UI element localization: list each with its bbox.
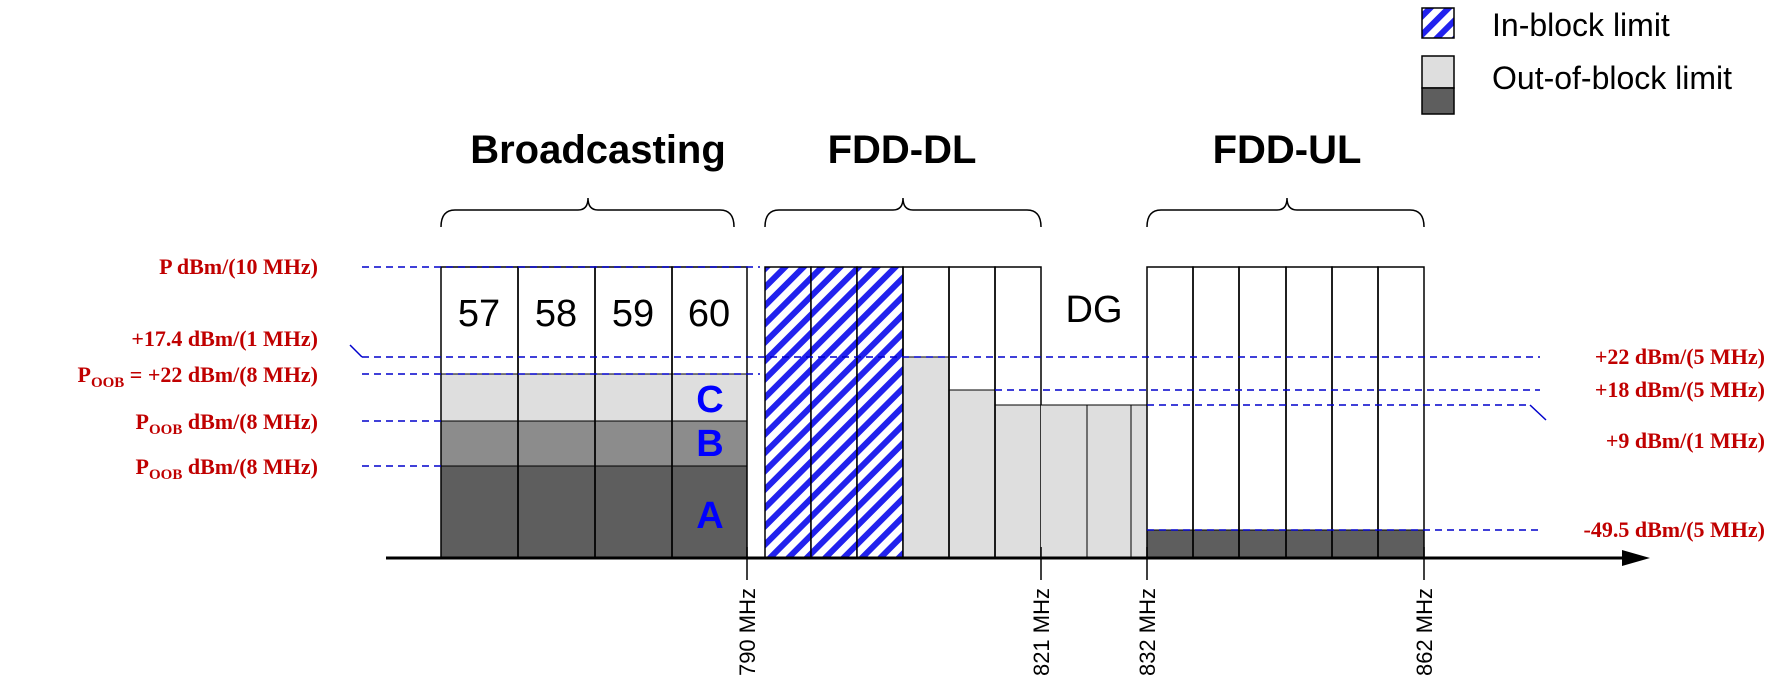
block-letter-c: C [696, 379, 723, 421]
dl-oob-cell-4-fill [903, 357, 949, 558]
oob-region-a [441, 466, 747, 558]
channel-label-58: 58 [535, 293, 577, 335]
ul-cell-3 [1238, 266, 1287, 559]
ul-cell-6 [1377, 266, 1425, 559]
channel-label-57: 57 [458, 293, 500, 335]
label-poob-b-subscript: OOB [149, 422, 182, 438]
ul-cell-4 [1285, 266, 1333, 559]
section-title-broadcasting: Broadcasting [470, 128, 726, 172]
legend: In-block limit Out-of-block limit [1421, 7, 1732, 115]
section-title-fdd-dl: FDD-DL [828, 128, 977, 172]
brace-fdd-ul [1146, 197, 1425, 228]
block-letter-a: A [696, 495, 723, 537]
frequency-axis: 790 MHz 821 MHz 832 MHz 862 MHz [386, 547, 1650, 676]
brace-fdd-dl [764, 197, 1042, 228]
duplex-gap-fill [1041, 405, 1147, 558]
legend-out-of-block-swatch-light [1421, 55, 1455, 89]
label-poob-b-symbol: P [136, 409, 149, 434]
tick-label-832: 832 MHz [1135, 588, 1160, 676]
dl-oob-cell-6-fill [995, 405, 1041, 558]
legend-out-of-block-label: Out-of-block limit [1492, 60, 1732, 96]
label-plus-18: +18 dBm/(5 MHz) [1595, 377, 1765, 402]
ul-cell-5 [1331, 266, 1379, 559]
label-poob-22-symbol: P [77, 362, 90, 387]
block-letter-b: B [696, 423, 723, 465]
label-plus-9: +9 dBm/(1 MHz) [1606, 428, 1765, 453]
label-minus-49-5: -49.5 dBm/(5 MHz) [1584, 517, 1765, 542]
label-poob-b-text: dBm/(8 MHz) [182, 409, 318, 434]
duplex-gap-label: DG [1066, 289, 1123, 331]
label-poob-22: POOB = +22 dBm/(8 MHz) [77, 362, 318, 391]
label-p-10mhz: P dBm/(10 MHz) [159, 254, 318, 279]
channel-label-60: 60 [688, 293, 730, 335]
oob-region-b [441, 421, 747, 466]
ul-cell-2 [1192, 266, 1240, 559]
label-poob-a-symbol: P [136, 454, 149, 479]
label-poob-22-text: = +22 dBm/(8 MHz) [124, 362, 318, 387]
label-poob-a-text: dBm/(8 MHz) [182, 454, 318, 479]
in-block-cell-2 [810, 266, 858, 559]
label-poob-a-subscript: OOB [149, 467, 182, 483]
fdd-dl-band [764, 266, 1042, 559]
channel-label-59: 59 [612, 293, 654, 335]
legend-in-block-swatch [1421, 7, 1455, 39]
legend-in-block-label: In-block limit [1492, 7, 1670, 43]
leader-plus-9 [1529, 404, 1547, 421]
tick-label-790: 790 MHz [735, 588, 760, 676]
broadcasting-band: 57 58 59 60 C B A [440, 266, 748, 559]
label-poob-b: POOB dBm/(8 MHz) [136, 409, 318, 438]
label-plus-17-4: +17.4 dBm/(1 MHz) [131, 326, 318, 351]
axis-arrow-head [1622, 550, 1650, 566]
section-title-fdd-ul: FDD-UL [1213, 128, 1362, 172]
label-plus-22: +22 dBm/(5 MHz) [1595, 344, 1765, 369]
in-block-cell-1 [764, 266, 812, 559]
brace-broadcasting [440, 197, 735, 228]
legend-out-of-block-swatch-dark [1421, 87, 1455, 115]
tick-label-862: 862 MHz [1412, 588, 1437, 676]
dl-oob-cell-5-fill [949, 390, 995, 558]
oob-region-c [441, 374, 747, 421]
fdd-ul-band [1146, 266, 1425, 559]
label-poob-22-subscript: OOB [91, 375, 124, 391]
in-block-cell-3 [856, 266, 904, 559]
duplex-gap: DG [1041, 289, 1147, 558]
ul-cell-1 [1146, 266, 1194, 559]
label-poob-a: POOB dBm/(8 MHz) [136, 454, 318, 483]
leader-plus-17-4 [349, 344, 363, 358]
tick-label-821: 821 MHz [1029, 588, 1054, 676]
